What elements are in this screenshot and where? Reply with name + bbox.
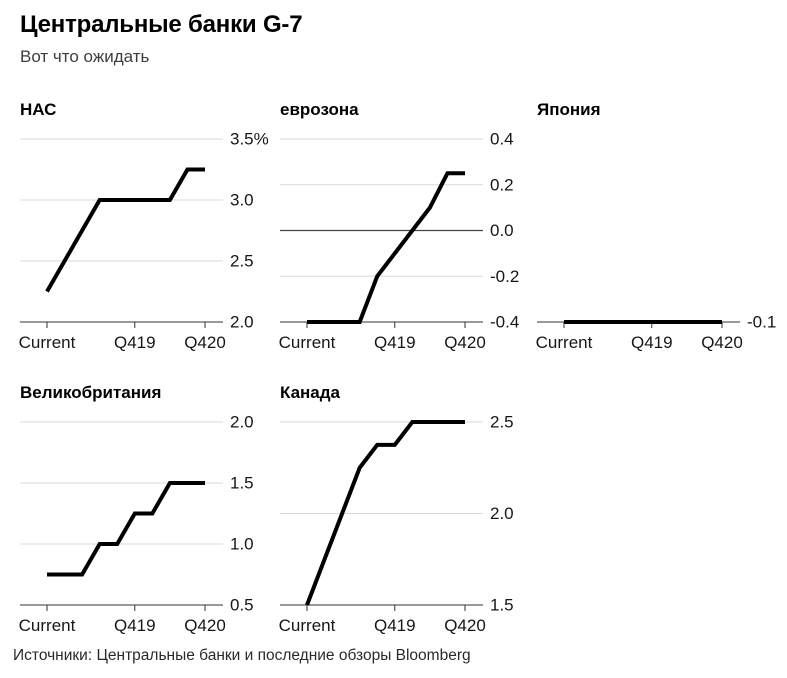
svg-text:Current: Current bbox=[19, 616, 76, 635]
page-title: Центральные банки G-7 bbox=[20, 11, 303, 38]
chart-canada: Канада Current Q419 Q420 2.5 2.0 1.5 bbox=[279, 383, 537, 640]
chart-eurozone: еврозона Current Q419 Q420 0.4 0.2 0.0 -0.2 -0.… bbox=[279, 100, 537, 357]
svg-text:Q419: Q419 bbox=[374, 616, 416, 635]
chart-japan: Япония Current Q419 Q420 -0.1 bbox=[536, 100, 787, 357]
chart-uk: Великобритания Current Q419 Q420 2.0 1.5 1.0 0… bbox=[19, 383, 280, 640]
svg-text:0.0: 0.0 bbox=[490, 221, 514, 240]
chart-title-us: НАС bbox=[20, 100, 57, 119]
chart-title-japan: Япония bbox=[537, 100, 601, 119]
svg-text:2.5: 2.5 bbox=[490, 413, 514, 432]
page-subtitle: Вот что ожидать bbox=[20, 47, 150, 66]
svg-text:2.0: 2.0 bbox=[230, 413, 254, 432]
chart-title-canada: Канада bbox=[280, 383, 341, 402]
svg-text:3.5%: 3.5% bbox=[230, 130, 269, 149]
svg-text:Current: Current bbox=[279, 616, 336, 635]
svg-text:1.5: 1.5 bbox=[230, 474, 254, 493]
chart-title-uk: Великобритания bbox=[20, 383, 162, 402]
svg-text:2.0: 2.0 bbox=[490, 504, 514, 523]
svg-text:Q420: Q420 bbox=[184, 616, 226, 635]
chart-us: НАС Current Q419 Q420 3.5% 3.0 2.5 2.0 bbox=[19, 100, 280, 357]
uk-line-plot: Current Q419 Q420 2.0 1.5 1.0 0.5 bbox=[19, 413, 254, 636]
svg-text:Current: Current bbox=[536, 333, 593, 352]
svg-text:Q420: Q420 bbox=[701, 333, 743, 352]
svg-text:2.5: 2.5 bbox=[230, 252, 254, 271]
svg-text:3.0: 3.0 bbox=[230, 191, 254, 210]
svg-text:Current: Current bbox=[19, 333, 76, 352]
svg-text:Q419: Q419 bbox=[631, 333, 673, 352]
svg-text:0.4: 0.4 bbox=[490, 130, 514, 149]
svg-text:Q419: Q419 bbox=[114, 333, 156, 352]
svg-text:2.0: 2.0 bbox=[230, 313, 254, 332]
svg-text:0.2: 0.2 bbox=[490, 175, 514, 194]
svg-text:Q420: Q420 bbox=[444, 333, 486, 352]
canada-line-plot: Current Q419 Q420 2.5 2.0 1.5 bbox=[279, 413, 514, 636]
japan-line-plot: Current Q419 Q420-0.1 bbox=[536, 313, 777, 353]
svg-text:Q420: Q420 bbox=[444, 616, 486, 635]
svg-text:Q420: Q420 bbox=[184, 333, 226, 352]
svg-text:1.0: 1.0 bbox=[230, 535, 254, 554]
svg-text:Current: Current bbox=[279, 333, 336, 352]
charts-row-2: Великобритания Current Q419 Q420 2.0 1.5 1.0 0… bbox=[19, 383, 787, 640]
us-line-plot: Current Q419 Q420 3.5% 3.0 2.5 2.0 bbox=[19, 130, 269, 353]
charts-row-1: НАС Current Q419 Q420 3.5% 3.0 2.5 2.0 еврозон… bbox=[19, 100, 787, 357]
eurozone-line-plot: Current Q419 Q420 0.4 0.2 0.0 -0.2 -0.4 bbox=[279, 130, 520, 353]
svg-text:-0.2: -0.2 bbox=[490, 267, 519, 286]
svg-text:1.5: 1.5 bbox=[490, 596, 514, 615]
svg-text:0.5: 0.5 bbox=[230, 596, 254, 615]
svg-text:-0.4: -0.4 bbox=[490, 313, 519, 332]
source-note: Источники: Центральные банки и последние… bbox=[13, 647, 471, 664]
svg-text:Q419: Q419 bbox=[114, 616, 156, 635]
chart-title-eurozone: еврозона bbox=[280, 100, 359, 119]
svg-text:Q419: Q419 bbox=[374, 333, 416, 352]
svg-text:-0.1: -0.1 bbox=[747, 313, 776, 332]
